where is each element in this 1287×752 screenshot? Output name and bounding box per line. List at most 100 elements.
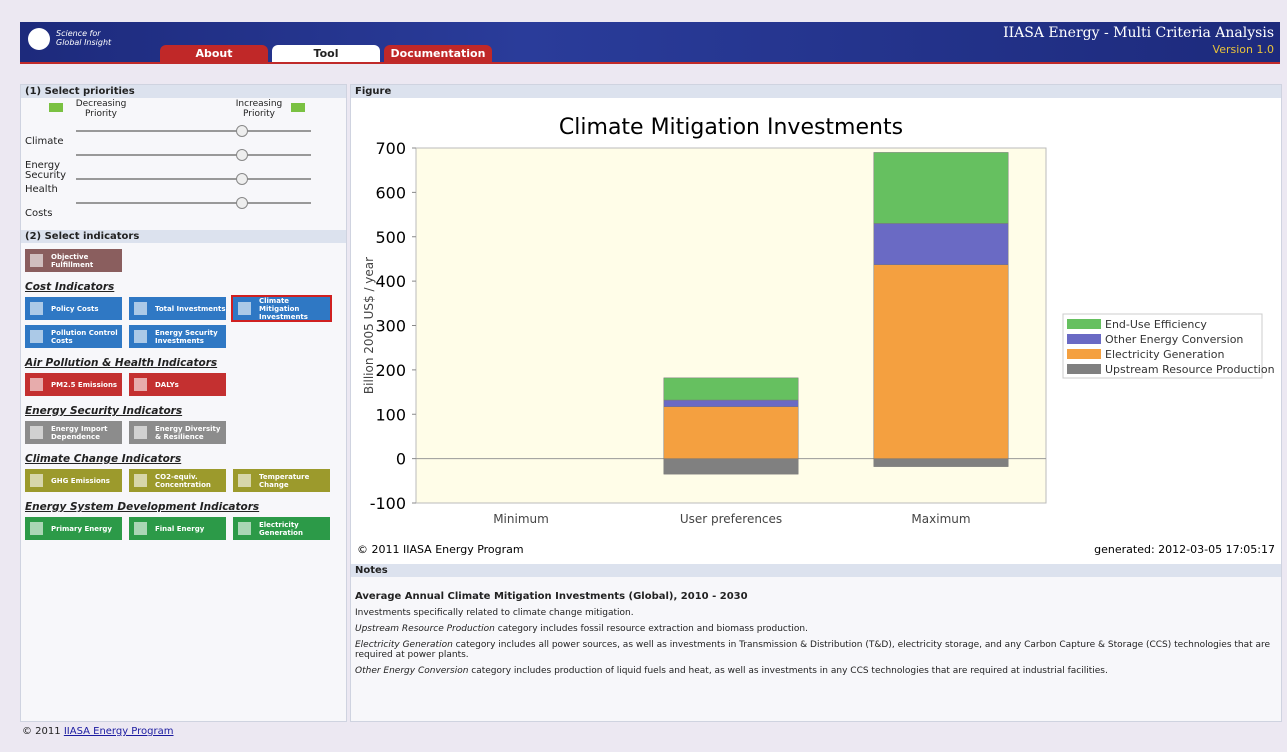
y-tick-label: 300 xyxy=(375,317,406,336)
bar-segment xyxy=(663,399,799,407)
decreasing-label: Decreasing Priority xyxy=(75,99,127,119)
note: Electricity Generation category includes… xyxy=(355,640,1277,660)
y-tick-label: 500 xyxy=(375,228,406,247)
indicator-button[interactable]: Temperature Change xyxy=(233,469,330,492)
slider[interactable] xyxy=(76,125,311,137)
slider[interactable] xyxy=(76,197,311,209)
note-term: Other Energy Conversion xyxy=(355,666,469,676)
bar-segment xyxy=(873,458,1009,467)
arrow-left xyxy=(49,103,63,112)
logo-line: Global Insight xyxy=(56,38,112,47)
indicator-button[interactable]: PM2.5 Emissions xyxy=(25,373,122,396)
indicator-button[interactable]: Electricity Generation xyxy=(233,517,330,540)
legend-label: Upstream Resource Production xyxy=(1105,363,1275,376)
legend-swatch xyxy=(1067,364,1101,374)
y-tick-label: 700 xyxy=(375,139,406,158)
tab[interactable]: About xyxy=(160,45,268,62)
indicator-button[interactable]: Objective Fulfillment xyxy=(25,249,122,272)
y-axis-label: Billion 2005 US$ / year xyxy=(362,257,376,394)
app-title: IIASA Energy - Multi Criteria Analysis xyxy=(1003,25,1274,41)
copyright: © 2011 IIASA Energy Program xyxy=(357,543,524,556)
x-tick-label: Maximum xyxy=(911,512,970,526)
y-tick-label: 400 xyxy=(375,272,406,291)
version: Version 1.0 xyxy=(1212,43,1274,56)
section-heading: Figure xyxy=(351,85,1281,98)
section-heading: Notes xyxy=(351,564,1281,577)
indicator-button[interactable]: Policy Costs xyxy=(25,297,122,320)
indicator-button[interactable]: Total Investments xyxy=(129,297,226,320)
legend-swatch xyxy=(1067,319,1101,329)
x-tick-label: Minimum xyxy=(493,512,549,526)
notes-title: Average Annual Climate Mitigation Invest… xyxy=(355,591,748,602)
section-heading: (2) Select indicators xyxy=(21,230,346,243)
legend-label: Other Energy Conversion xyxy=(1105,333,1243,346)
button-row: Policy Costs Total Investments Climate Mit… xyxy=(25,295,346,351)
y-tick-label: -100 xyxy=(370,494,406,513)
indicator-button[interactable]: DALYs xyxy=(129,373,226,396)
priorities: Decreasing Priority Increasing Priority … xyxy=(21,98,346,230)
footer: © 2011 IIASA Energy Program xyxy=(22,726,174,737)
button-row: Primary Energy Final Energy Electricity Ge… xyxy=(25,515,346,543)
slider-label: Energy Security xyxy=(25,160,67,181)
button-row: Energy Import Dependence Energy Diversity… xyxy=(25,419,346,447)
note-text: category includes fossil resource extrac… xyxy=(497,624,808,634)
bar-segment xyxy=(873,152,1009,224)
note-term: Upstream Resource Production xyxy=(355,624,495,634)
indicator-button[interactable]: Pollution Control Costs xyxy=(25,325,122,348)
header: Science for Global Insight About Tool Docum… xyxy=(20,22,1280,64)
left-panel: (1) Select priorities Decreasing Priorit… xyxy=(20,84,347,722)
footer-link[interactable]: IIASA Energy Program xyxy=(63,726,174,737)
notes: Average Annual Climate Mitigation Invest… xyxy=(351,577,1281,676)
slider-label: Costs xyxy=(25,208,53,219)
legend-swatch xyxy=(1067,334,1101,344)
x-tick-label: User preferences xyxy=(680,512,782,526)
bar-segment xyxy=(663,458,799,475)
section-heading: (1) Select priorities xyxy=(21,85,346,98)
group-title: Cost Indicators xyxy=(25,281,115,293)
indicator-button[interactable]: Energy Import Dependence xyxy=(25,421,122,444)
note-text: category includes production of liquid f… xyxy=(471,666,1108,676)
indicator-button[interactable]: Climate Mitigation Investments xyxy=(231,295,332,322)
indicator-button[interactable]: Final Energy xyxy=(129,517,226,540)
slider-label: Climate xyxy=(25,136,64,147)
notes-intro: Investments specifically related to clim… xyxy=(355,608,634,618)
legend-label: Electricity Generation xyxy=(1105,348,1225,361)
note: Upstream Resource Production category in… xyxy=(355,624,1277,634)
slider-knob[interactable] xyxy=(236,125,248,137)
group-title: Energy Security Indicators xyxy=(25,405,183,417)
slider-knob[interactable] xyxy=(236,197,248,209)
bar-segment xyxy=(663,406,799,459)
indicator-button[interactable]: Energy Diversity & Resilience xyxy=(129,421,226,444)
indicator-button[interactable]: Primary Energy xyxy=(25,517,122,540)
group-title: Climate Change Indicators xyxy=(25,453,182,465)
group-title: Energy System Development Indicators xyxy=(25,501,260,513)
arrow-right xyxy=(291,103,305,112)
indicator-button[interactable]: CO2-equiv. Concentration xyxy=(129,469,226,492)
button-row: PM2.5 Emissions DALYs xyxy=(25,371,346,399)
y-tick-label: 100 xyxy=(375,405,406,424)
indicator-button[interactable]: Energy Security Investments xyxy=(129,325,226,348)
group-title: Air Pollution & Health Indicators xyxy=(25,357,218,369)
slider-label: Health xyxy=(25,184,58,195)
slider-knob[interactable] xyxy=(236,149,248,161)
y-tick-label: 600 xyxy=(375,183,406,202)
logo-text: Science for Global Insight xyxy=(56,29,111,47)
slider[interactable] xyxy=(76,149,311,161)
indicators: Objective Fulfillment Cost Indicators Poli… xyxy=(21,247,346,543)
slider[interactable] xyxy=(76,173,311,185)
legend-swatch xyxy=(1067,349,1101,359)
chart-title: Climate Mitigation Investments xyxy=(559,115,903,140)
note: Other Energy Conversion category include… xyxy=(355,666,1277,676)
generated: generated: 2012-03-05 17:05:17 xyxy=(1094,543,1275,556)
bar-segment xyxy=(663,377,799,401)
y-tick-label: 0 xyxy=(396,450,406,469)
note-text: category includes all power sources, as … xyxy=(355,640,1271,660)
button-row: GHG Emissions CO2-equiv. Concentration Tem… xyxy=(25,467,346,495)
tab[interactable]: Documentation xyxy=(384,45,492,62)
indicator-button[interactable]: GHG Emissions xyxy=(25,469,122,492)
tab[interactable]: Tool xyxy=(272,45,380,62)
slider-knob[interactable] xyxy=(236,173,248,185)
bar-segment xyxy=(873,223,1009,265)
note-term: Electricity Generation xyxy=(355,640,453,650)
